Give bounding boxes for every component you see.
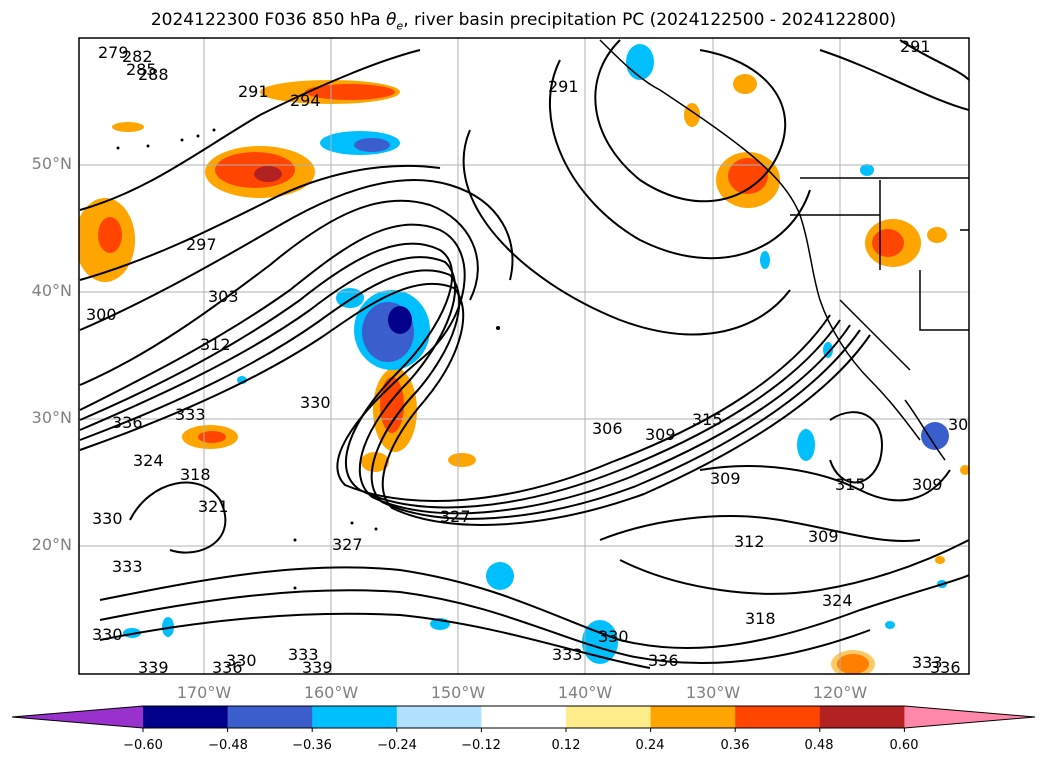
colorbar-segment: [396, 706, 482, 728]
precip-negative-patches: [123, 44, 949, 664]
colorbar: [11, 705, 1036, 732]
map-plot-area: 279 282 285 288 291 291 294 291 297 300 …: [79, 37, 979, 677]
contour-label: 324: [133, 451, 164, 470]
contour-label: 312: [734, 532, 765, 551]
contour-label: 339: [302, 658, 333, 677]
contour-label: 291: [548, 77, 579, 96]
contour-label: 327: [440, 507, 471, 526]
contour-label: 330: [300, 393, 331, 412]
contour-label: 279: [98, 43, 129, 62]
contour-label: 339: [138, 658, 169, 677]
lat-label-50n: 50°N: [31, 154, 72, 173]
contour-label: 297: [186, 235, 217, 254]
contour-label: 333: [112, 557, 143, 576]
contour-label: 318: [180, 465, 211, 484]
colorbar-segment: [735, 706, 821, 728]
contour-label: 327: [332, 535, 363, 554]
colorbar-extend-right: [904, 706, 1035, 728]
contour-label: 330: [92, 625, 123, 644]
colorbar-tick-label: 0.12: [551, 738, 581, 753]
islands: [116, 128, 500, 590]
contour-label: 303: [208, 287, 239, 306]
contour-label: 315: [692, 410, 723, 429]
contour-label: 333: [912, 653, 943, 672]
lat-label-40n: 40°N: [31, 281, 72, 300]
colorbar-tick-label: 0.36: [720, 738, 750, 753]
contour-labels: 279 282 285 288 291 291 294 291 297 300 …: [86, 37, 979, 677]
contour-label: 282: [122, 47, 153, 66]
lon-label-120w: 120°W: [812, 683, 868, 702]
lon-label-160w: 160°W: [303, 683, 359, 702]
contour-label: 336: [930, 658, 961, 677]
colorbar-tick-label: −0.12: [461, 738, 501, 753]
colorbar-tick-label: 0.24: [635, 738, 665, 753]
lon-label-170w: 170°W: [176, 683, 232, 702]
contour-label: 309: [948, 415, 979, 434]
contour-label: 312: [200, 335, 231, 354]
contour-label: 336: [212, 658, 243, 677]
colorbar-segment: [227, 706, 313, 728]
contour-label: 336: [112, 413, 143, 432]
contour-label: 309: [710, 469, 741, 488]
colorbar-segment: [312, 706, 398, 728]
contour-label: 291: [238, 82, 269, 101]
contour-label: 318: [745, 609, 776, 628]
colorbar-segment: [143, 706, 229, 728]
colorbar-segment: [481, 706, 567, 728]
lon-label-150w: 150°W: [430, 683, 486, 702]
contour-label: 309: [912, 475, 943, 494]
contour-label: 306: [592, 419, 623, 438]
colorbar-segment: [566, 706, 652, 728]
contour-label: 321: [198, 497, 229, 516]
contour-label: 330: [226, 651, 257, 670]
map-title: 2024122300 F036 850 hPa θe, river basin …: [150, 10, 897, 33]
contour-label: 309: [808, 527, 839, 546]
contour-label: 324: [822, 591, 853, 610]
contour-label: 315: [835, 475, 866, 494]
contour-label: 333: [288, 645, 319, 664]
colorbar-tick-label: −0.48: [208, 738, 248, 753]
contour-label: 336: [648, 651, 679, 670]
contour-label: 333: [552, 645, 583, 664]
contour-label: 288: [138, 65, 169, 84]
colorbar-segment: [650, 706, 736, 728]
lat-label-20n: 20°N: [31, 535, 72, 554]
colorbar-tick-label: −0.24: [377, 738, 417, 753]
colorbar-segment: [819, 706, 905, 728]
lat-label-30n: 30°N: [31, 408, 72, 427]
contour-label: 333: [175, 405, 206, 424]
colorbar-tick-label: −0.36: [292, 738, 332, 753]
contour-label: 300: [86, 305, 117, 324]
colorbar-tick-label: 0.48: [804, 738, 834, 753]
contour-label: 291: [900, 37, 931, 56]
contour-label: 294: [290, 91, 321, 110]
contour-label: 330: [598, 627, 629, 646]
lon-label-130w: 130°W: [685, 683, 741, 702]
lon-label-140w: 140°W: [557, 683, 613, 702]
theta-e-contours: [79, 39, 969, 669]
map-frame: [78, 37, 970, 675]
precip-positive-patches: [79, 74, 969, 674]
colorbar-tick-label: 0.60: [889, 738, 919, 753]
colorbar-tick-label: −0.60: [123, 738, 163, 753]
map-gridlines: [79, 38, 969, 674]
colorbar-extend-left: [12, 706, 143, 728]
coastlines: [599, 39, 969, 461]
contour-label: 309: [645, 425, 676, 444]
contour-label: 330: [92, 509, 123, 528]
contour-label: 285: [126, 60, 157, 79]
